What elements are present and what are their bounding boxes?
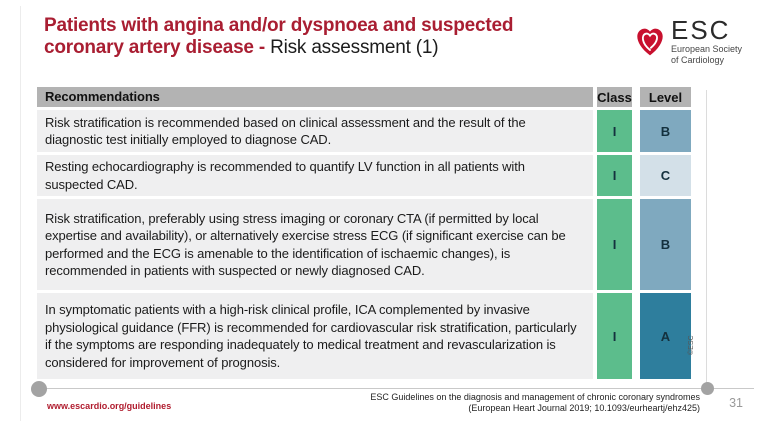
table-row: Risk stratification, preferably using st… (37, 199, 691, 290)
recommendation-text: Risk stratification, preferably using st… (37, 199, 593, 290)
table-header-row: Recommendations Class Level (37, 87, 691, 107)
footer-right-dot (701, 382, 714, 395)
citation-line2: (European Heart Journal 2019; 10.1093/eu… (468, 403, 700, 413)
page-title: Patients with angina and/or dyspnoea and… (44, 15, 629, 59)
level-cell: B (640, 110, 691, 152)
table-row: In symptomatic patients with a high-risk… (37, 293, 691, 379)
title-subtitle: Risk assessment (1) (270, 37, 439, 58)
header-class: Class (597, 87, 632, 107)
citation: ESC Guidelines on the diagnosis and mana… (370, 392, 700, 414)
header-level: Level (640, 87, 691, 107)
recommendations-table: Recommendations Class Level Risk stratif… (37, 87, 691, 382)
header-recommendations: Recommendations (37, 87, 593, 107)
table-row: Resting echocardiography is recommended … (37, 155, 691, 196)
title-line2-bold: coronary artery disease - (44, 37, 271, 58)
citation-line1: ESC Guidelines on the diagnosis and mana… (370, 392, 700, 402)
class-cell: I (597, 293, 632, 379)
table-row: Risk stratification is recommended based… (37, 110, 691, 152)
recommendation-text: In symptomatic patients with a high-risk… (37, 293, 593, 379)
esc-heart-icon (632, 22, 668, 60)
level-cell: B (640, 199, 691, 290)
title-line1: Patients with angina and/or dyspnoea and… (44, 15, 514, 36)
level-cell: C (640, 155, 691, 196)
esc-logo-acronym: ESC (671, 15, 731, 45)
recommendation-text: Risk stratification is recommended based… (37, 110, 593, 152)
footer-divider-line (38, 388, 754, 389)
esc-copyright-watermark: ©ESC (688, 335, 695, 355)
level-cell: A (640, 293, 691, 379)
recommendation-text: Resting echocardiography is recommended … (37, 155, 593, 196)
esc-logo: ESC European Society of Cardiology (632, 16, 742, 65)
page-number: 31 (729, 396, 743, 410)
class-cell: I (597, 155, 632, 196)
esc-logo-subtitle-line1: European Society (671, 44, 743, 54)
slide-border (20, 6, 21, 421)
class-cell: I (597, 199, 632, 290)
guidelines-link[interactable]: www.escardio.org/guidelines (47, 401, 172, 411)
esc-logo-subtitle-line2: of Cardiology (671, 54, 725, 65)
footer-left-dot (31, 381, 47, 397)
right-divider-line (706, 90, 707, 389)
class-cell: I (597, 110, 632, 152)
